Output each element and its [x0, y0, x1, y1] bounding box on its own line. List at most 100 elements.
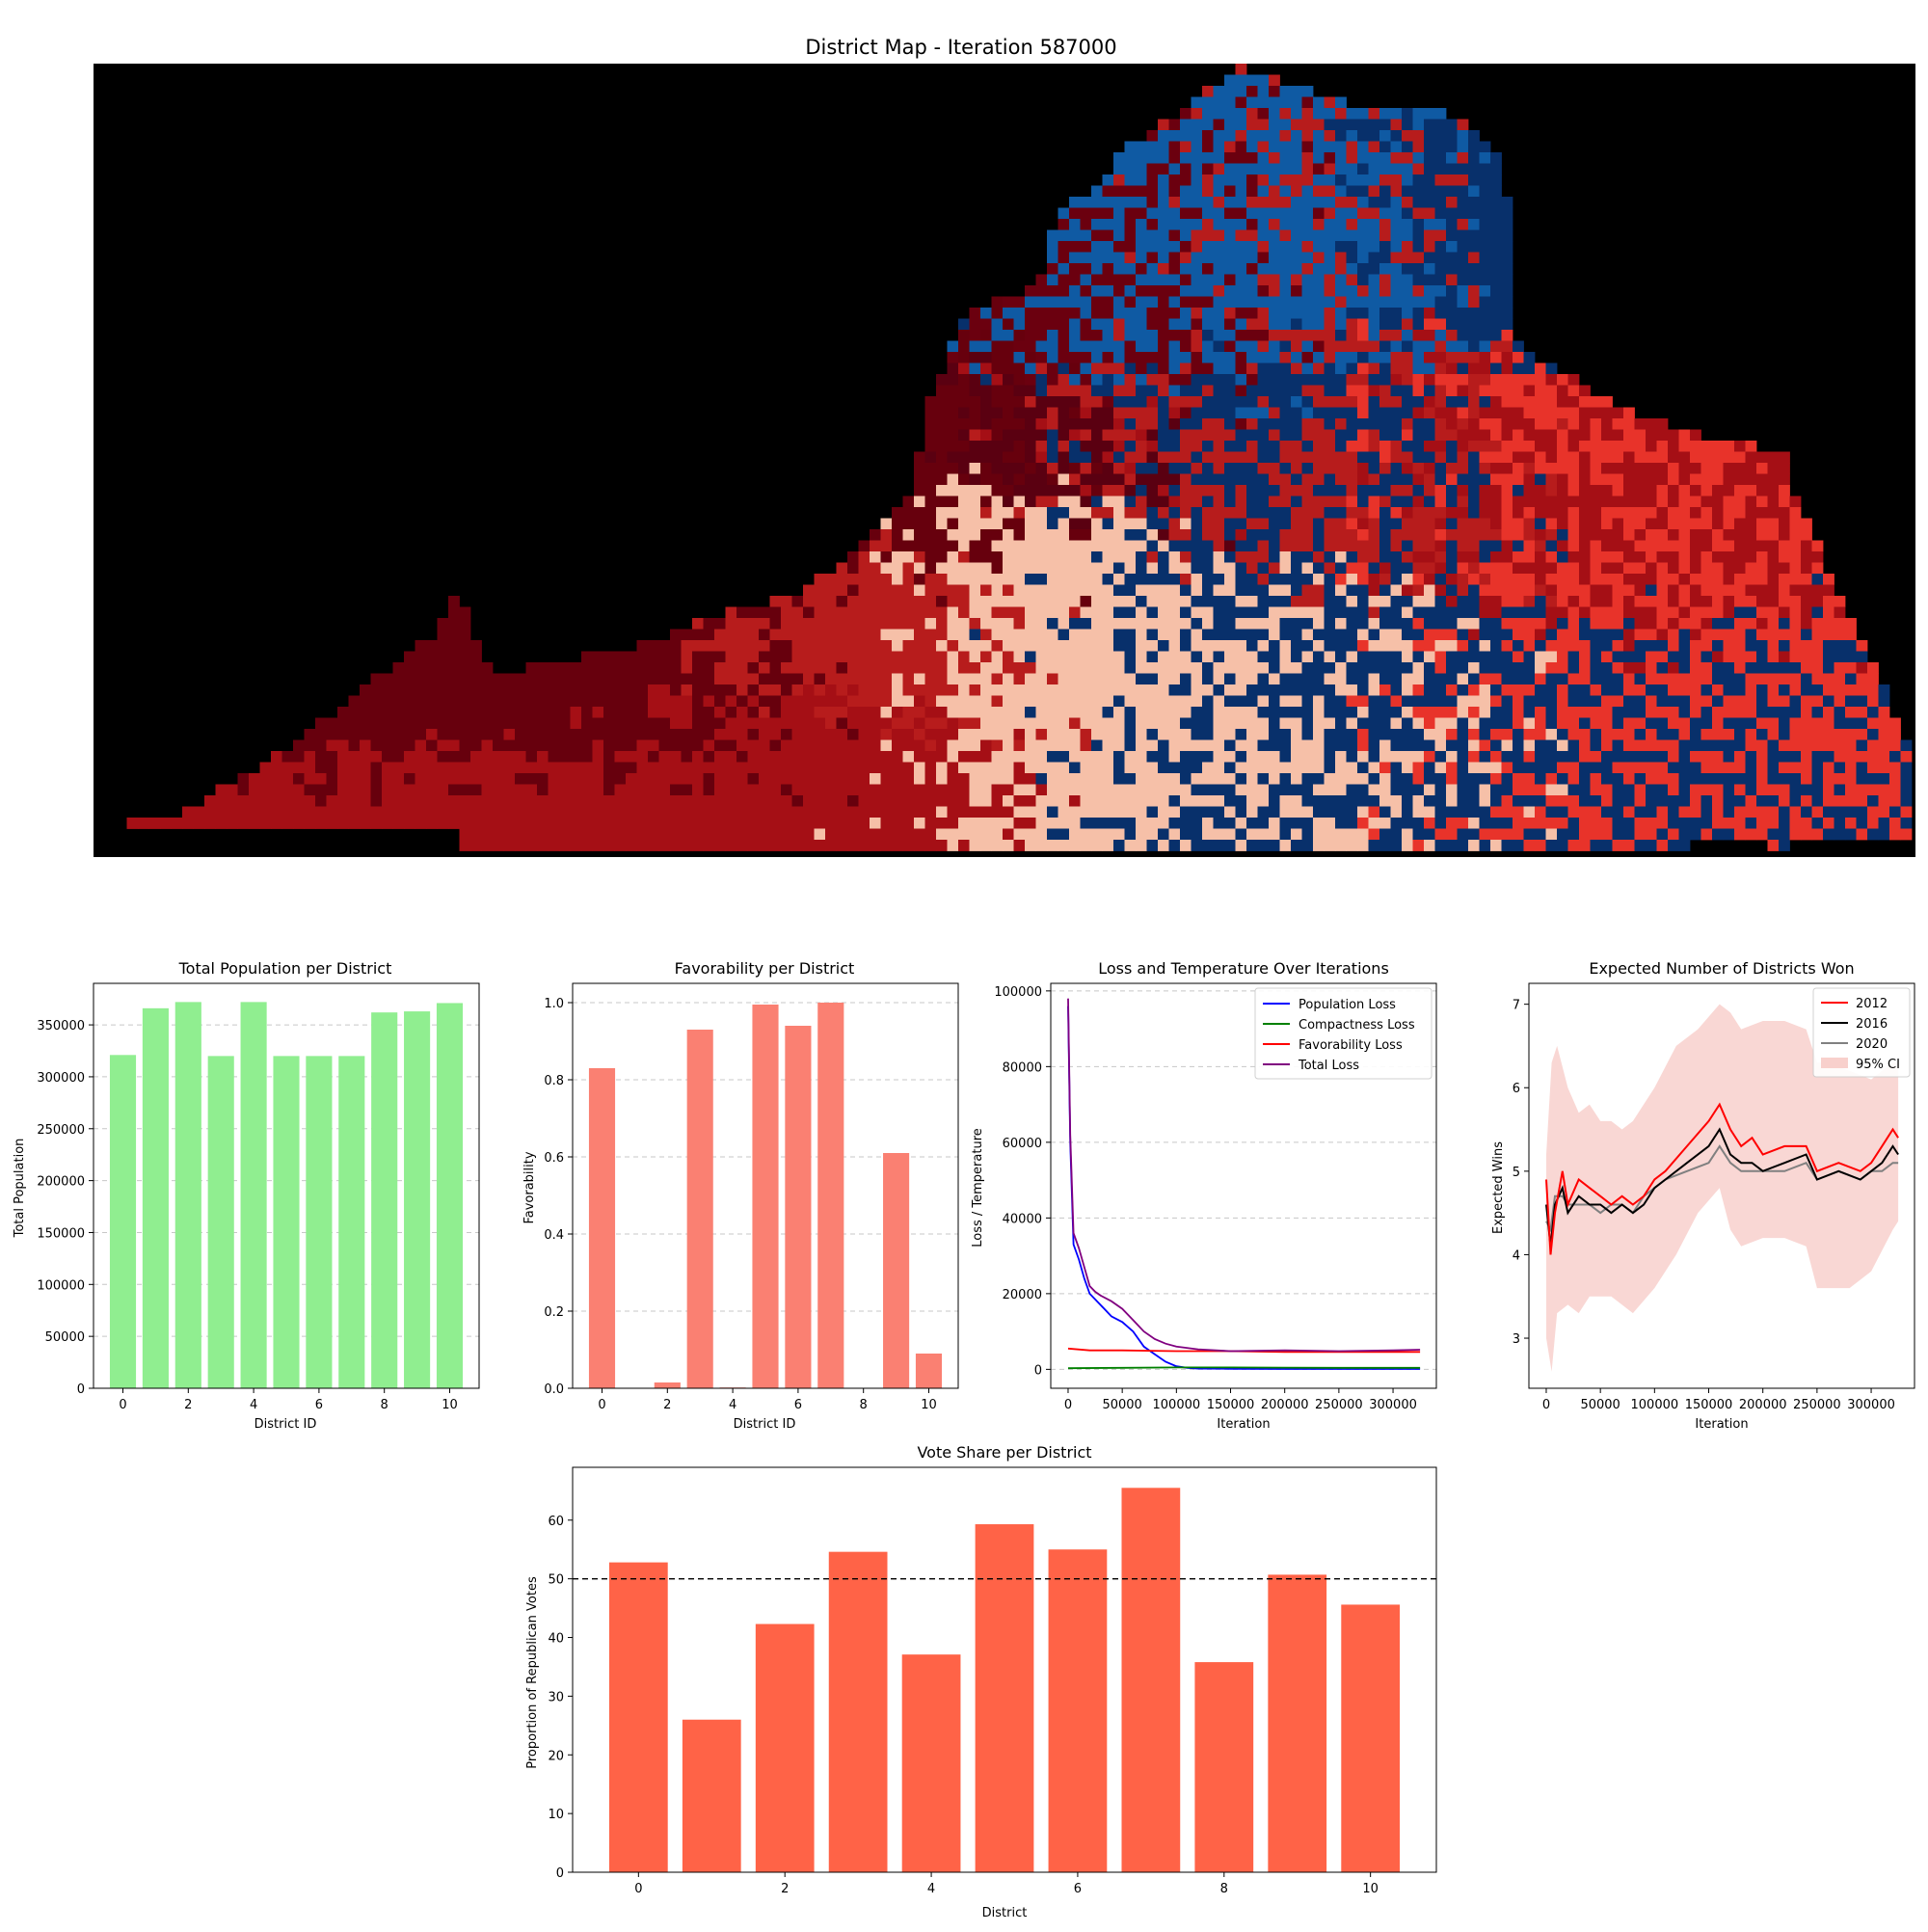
- map-cell: [902, 739, 915, 752]
- map-cell: [126, 818, 139, 829]
- map-cell: [1168, 119, 1181, 131]
- map-cell: [1490, 707, 1502, 718]
- map-cell: [1468, 274, 1480, 286]
- map-cell: [1579, 651, 1591, 663]
- map-cell: [648, 651, 659, 663]
- map-cell: [1013, 485, 1026, 496]
- map-cell: [648, 806, 659, 818]
- map-cell: [969, 695, 981, 708]
- map-cell: [525, 729, 538, 740]
- map-cell: [1424, 684, 1435, 696]
- map-cell: [1479, 451, 1491, 464]
- map-cell: [681, 773, 693, 785]
- map-cell: [1523, 795, 1536, 807]
- map-cell: [1402, 707, 1413, 718]
- map-cell: [1035, 308, 1048, 319]
- map-cell: [658, 695, 671, 708]
- map-cell: [1379, 152, 1391, 164]
- map-cell: [1146, 185, 1159, 198]
- map-cell: [1058, 739, 1070, 752]
- map-cell: [1047, 418, 1058, 430]
- map-cell: [1357, 119, 1369, 131]
- map-cell: [1567, 739, 1580, 752]
- map-cell: [924, 507, 937, 519]
- map-cell: [1279, 229, 1292, 242]
- map-cell: [1235, 540, 1247, 552]
- map-cell: [1501, 441, 1513, 452]
- map-cell: [1501, 707, 1513, 718]
- map-cell: [470, 840, 482, 851]
- map-cell: [769, 651, 782, 663]
- map-cell: [1235, 828, 1247, 841]
- map-cell: [781, 640, 792, 652]
- map-cell: [1346, 629, 1358, 641]
- map-cell: [1434, 707, 1447, 718]
- map-cell: [1346, 197, 1358, 208]
- map-cell: [1446, 629, 1458, 641]
- map-cell: [1523, 828, 1536, 841]
- map-cell: [958, 729, 970, 740]
- map-cell: [1213, 640, 1225, 652]
- map-cell: [1402, 662, 1413, 674]
- map-cell: [1047, 773, 1058, 785]
- map-cell: [1124, 562, 1137, 575]
- map-cell: [1479, 463, 1491, 474]
- map-cell: [1412, 651, 1425, 663]
- map-cell: [1646, 695, 1657, 708]
- map-cell: [1601, 739, 1613, 752]
- map-cell: [1058, 229, 1070, 242]
- map-cell: [1235, 729, 1247, 740]
- map-cell: [747, 751, 760, 763]
- map-cell: [515, 739, 526, 752]
- map-cell: [1468, 751, 1480, 763]
- map-cell: [1634, 574, 1647, 585]
- map-cell: [1146, 818, 1159, 829]
- map-cell: [1269, 695, 1280, 708]
- map-cell: [1224, 362, 1236, 375]
- map-cell: [1003, 828, 1014, 841]
- map-cell: [1490, 806, 1502, 818]
- map-cell: [1003, 385, 1014, 397]
- map-cell: [1424, 374, 1435, 386]
- map-cell: [1479, 141, 1491, 153]
- map-cell: [1146, 407, 1159, 419]
- map-cell: [781, 596, 792, 607]
- map-cell: [1335, 451, 1347, 464]
- map-cell: [1246, 795, 1258, 807]
- map-cell: [1069, 274, 1081, 286]
- map-cell: [1335, 840, 1347, 851]
- map-cell: [1402, 308, 1413, 319]
- map-cell: [1158, 473, 1169, 486]
- map-cell: [1180, 751, 1192, 763]
- map-cell: [293, 739, 305, 752]
- map-cell: [1158, 396, 1169, 408]
- map-cell: [1168, 330, 1181, 341]
- map-cell: [459, 762, 471, 774]
- map-cell: [1590, 773, 1602, 785]
- map-cell: [1136, 274, 1147, 286]
- map-cell: [1224, 540, 1236, 552]
- map-cell: [1567, 540, 1580, 552]
- map-cell: [614, 707, 627, 718]
- map-cell: [1490, 163, 1502, 175]
- map-cell: [1557, 463, 1568, 474]
- map-cell: [658, 806, 671, 818]
- map-cell: [559, 673, 571, 685]
- map-cell: [1390, 684, 1403, 696]
- map-cell: [1402, 540, 1413, 552]
- map-cell: [1346, 263, 1358, 275]
- map-cell: [1324, 152, 1336, 164]
- map-cell: [1501, 729, 1513, 740]
- map-cell: [1545, 584, 1558, 597]
- map-cell: [1047, 473, 1058, 486]
- map-cell: [1457, 308, 1469, 319]
- map-cell: [1301, 717, 1314, 730]
- map-cell: [1357, 429, 1369, 442]
- map-cell: [1335, 374, 1347, 386]
- map-cell: [1479, 485, 1491, 496]
- map-cell: [1501, 606, 1513, 619]
- map-cell: [1501, 473, 1513, 486]
- map-cell: [1579, 574, 1591, 585]
- map-cell: [1136, 485, 1147, 496]
- map-cell: [1434, 606, 1447, 619]
